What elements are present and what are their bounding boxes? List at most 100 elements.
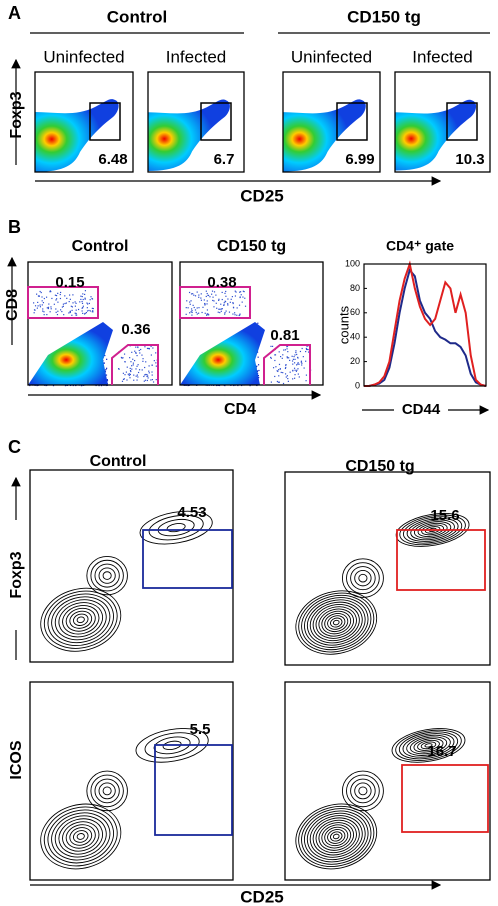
dot: [33, 302, 35, 304]
dot: [295, 370, 298, 372]
contour: [51, 812, 111, 861]
dot: [92, 311, 94, 313]
dot: [286, 346, 288, 348]
dot: [285, 364, 287, 366]
gate-value: 6.99: [345, 151, 374, 168]
dot: [255, 366, 257, 368]
dot: [239, 291, 241, 293]
dot: [88, 309, 90, 312]
contour: [54, 815, 107, 858]
dot: [140, 348, 142, 351]
dot: [207, 294, 209, 296]
dot: [74, 312, 76, 314]
dot: [209, 296, 211, 298]
dot: [61, 306, 64, 308]
dot: [193, 306, 195, 309]
dot: [286, 356, 288, 358]
contour: [76, 833, 85, 840]
dot: [84, 297, 86, 299]
dot: [289, 371, 291, 373]
contour: [318, 608, 355, 637]
contour: [86, 555, 128, 596]
dot: [241, 301, 243, 303]
dot: [239, 314, 241, 316]
contour: [295, 803, 378, 870]
y-tick-label: 80: [350, 283, 360, 293]
dot: [80, 295, 82, 297]
dot: [82, 305, 84, 307]
dot: [57, 292, 59, 294]
contour: [144, 732, 200, 759]
dot: [307, 348, 309, 351]
dot: [122, 357, 124, 359]
dot: [283, 349, 285, 351]
dot: [148, 372, 150, 374]
dot: [239, 291, 242, 293]
dot: [43, 314, 45, 316]
contour: [309, 815, 363, 858]
dot: [276, 370, 278, 372]
contour: [306, 812, 366, 861]
dot: [148, 365, 150, 367]
gate: [179, 286, 251, 319]
dot: [198, 296, 200, 298]
gate-value: 6.48: [98, 151, 127, 168]
dot: [55, 308, 57, 310]
dot: [236, 307, 238, 309]
plot-frame: [394, 71, 491, 173]
dot: [139, 352, 141, 354]
dot: [298, 376, 300, 378]
dot: [50, 290, 52, 293]
contour: [69, 610, 93, 629]
dot: [137, 346, 139, 349]
dot: [287, 377, 289, 380]
dot: [305, 348, 308, 351]
dot: [190, 311, 192, 313]
dot: [49, 290, 51, 292]
contour: [309, 601, 363, 644]
dot: [281, 357, 283, 359]
dot: [144, 379, 147, 381]
dot: [124, 360, 126, 363]
dot: [136, 365, 138, 367]
dot: [294, 374, 296, 376]
dot: [299, 350, 302, 353]
dot: [82, 293, 84, 295]
dot: [39, 304, 41, 306]
dot: [47, 306, 50, 308]
dot: [270, 357, 272, 359]
dot: [192, 304, 194, 306]
dot: [155, 362, 157, 364]
contour: [358, 573, 368, 583]
dot: [59, 293, 61, 296]
dot: [257, 356, 259, 358]
dot: [277, 369, 280, 371]
dot: [193, 294, 195, 296]
dot: [198, 294, 200, 296]
y-tick-label: 40: [350, 332, 360, 342]
plot-title: Uninfected: [43, 47, 124, 66]
contour: [327, 829, 346, 844]
dot: [188, 291, 191, 294]
gate: [89, 102, 121, 141]
dot: [137, 376, 139, 378]
dot: [202, 306, 204, 308]
dot: [291, 355, 293, 357]
dot: [258, 369, 260, 372]
dot: [232, 302, 234, 305]
contour: [417, 522, 448, 537]
contour: [298, 592, 375, 653]
dot: [70, 305, 72, 307]
dot: [211, 290, 214, 292]
dot: [106, 367, 108, 369]
dot: [194, 309, 197, 311]
contour: [73, 613, 89, 626]
gate: [27, 286, 99, 319]
gate-value: 10.3: [455, 151, 484, 168]
y-tick-label: 60: [350, 307, 360, 317]
dot: [242, 290, 244, 292]
dot: [66, 297, 68, 299]
dot: [282, 382, 285, 385]
contour: [358, 786, 368, 796]
dot: [137, 371, 140, 374]
